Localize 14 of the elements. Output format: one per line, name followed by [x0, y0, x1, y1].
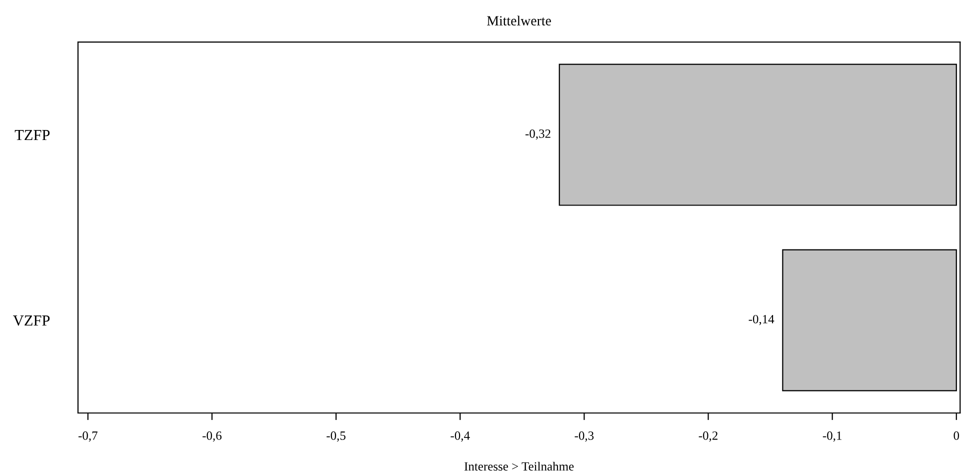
x-tick-label: -0,5: [326, 431, 346, 442]
y-tick-label: VZFP: [13, 316, 50, 326]
x-tick-label: -0,2: [698, 431, 718, 442]
chart-title: Mittelwerte: [487, 16, 551, 26]
x-tick-label: -0,6: [202, 431, 222, 442]
x-tick-label: -0,4: [450, 431, 470, 442]
x-axis-title: Interesse > Teilnahme: [464, 462, 574, 471]
x-tick-label: -0,7: [78, 431, 98, 442]
x-tick-label: -0,1: [822, 431, 842, 442]
data-label: -0,14: [748, 314, 774, 326]
x-tick-label: 0: [954, 431, 960, 440]
x-tick-label: -0,3: [574, 431, 594, 442]
y-tick-label: TZFP: [14, 130, 50, 140]
data-label: -0,32: [525, 129, 550, 140]
